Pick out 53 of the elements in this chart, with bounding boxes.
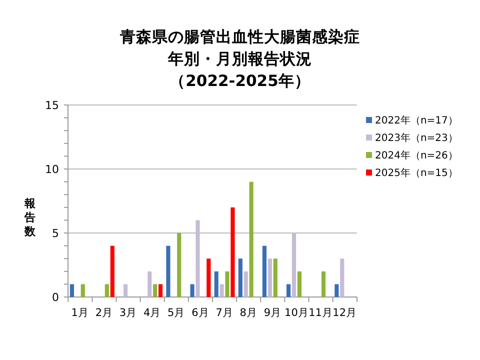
bar <box>80 284 85 297</box>
bar <box>214 271 218 297</box>
bar <box>292 233 296 297</box>
bar <box>220 284 224 297</box>
x-tick-label: 6月 <box>192 307 210 319</box>
x-tick-label: 9月 <box>264 307 282 319</box>
x-tick-label: 1月 <box>71 307 89 319</box>
legend-label: 2023年（n=23） <box>375 132 458 144</box>
bar <box>196 220 200 297</box>
y-tick-label: 10 <box>45 162 59 176</box>
text: （2022-2025年） <box>170 72 310 90</box>
bar <box>230 207 235 297</box>
bar <box>262 246 267 297</box>
bar <box>286 284 291 297</box>
bar <box>321 271 326 297</box>
bar <box>268 258 272 297</box>
bar <box>244 271 248 297</box>
bar <box>166 246 170 297</box>
y-tick-label: 0 <box>52 290 59 304</box>
legend-label: 2025年（n=15） <box>375 167 458 179</box>
chart-title: 青森県の腸管出血性大腸菌感染症 <box>119 28 360 46</box>
x-tick-label: 8月 <box>240 307 258 319</box>
x-tick-label: 7月 <box>216 307 234 319</box>
x-tick-label: 4月 <box>144 307 162 319</box>
x-tick-label: 12月 <box>332 307 358 319</box>
bar <box>148 271 152 297</box>
y-tick-label: 15 <box>45 98 59 112</box>
bar <box>70 284 74 297</box>
bar <box>206 258 211 297</box>
bar <box>273 258 278 297</box>
bar <box>177 233 182 297</box>
bar <box>104 284 109 297</box>
bar <box>124 284 128 297</box>
chart-subtitle: 年別・月別報告状況 <box>167 50 312 68</box>
x-tick-label: 3月 <box>119 307 138 319</box>
bar <box>249 182 254 297</box>
bar <box>190 284 194 297</box>
x-tick-label: 5月 <box>168 307 186 319</box>
legend-label: 2022年（n=17） <box>375 114 458 126</box>
bar <box>110 246 114 297</box>
x-tick-label: 11月 <box>308 307 333 319</box>
bar <box>334 284 339 297</box>
y-axis-title: 報告数 <box>24 197 36 238</box>
legend-label: 2024年（n=26） <box>375 150 458 162</box>
y-tick-label: 5 <box>52 226 59 240</box>
bar <box>225 271 230 297</box>
bar <box>153 284 158 297</box>
bar <box>158 284 163 297</box>
bar <box>340 258 344 297</box>
x-tick-label: 2月 <box>95 307 114 319</box>
bar <box>297 271 302 297</box>
x-tick-label: 10月 <box>284 307 309 319</box>
bar <box>238 258 242 297</box>
